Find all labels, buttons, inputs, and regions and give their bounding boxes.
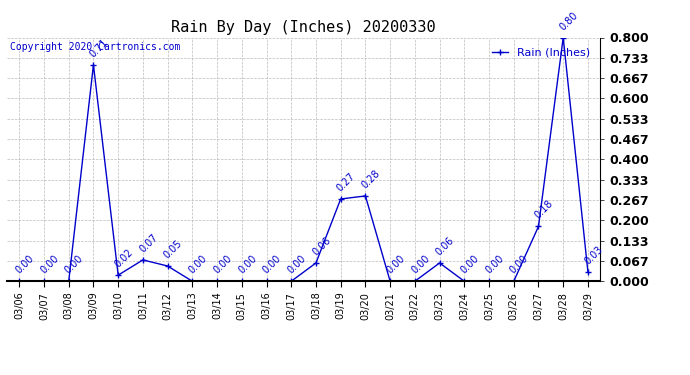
- Title: Rain By Day (Inches) 20200330: Rain By Day (Inches) 20200330: [171, 20, 436, 35]
- Text: 0.00: 0.00: [509, 254, 531, 276]
- Rain (Inches): [559, 35, 567, 40]
- Text: 0.71: 0.71: [88, 37, 110, 59]
- Rain (Inches): [40, 279, 48, 284]
- Rain (Inches): [411, 279, 419, 284]
- Text: 0.00: 0.00: [409, 254, 431, 276]
- Text: 0.06: 0.06: [434, 235, 456, 257]
- Text: 0.07: 0.07: [137, 232, 159, 254]
- Text: 0.05: 0.05: [162, 238, 184, 261]
- Text: 0.02: 0.02: [112, 248, 135, 270]
- Text: 0.00: 0.00: [384, 254, 407, 276]
- Rain (Inches): [435, 261, 444, 265]
- Rain (Inches): [534, 224, 542, 229]
- Text: 0.00: 0.00: [286, 254, 308, 276]
- Text: 0.18: 0.18: [533, 199, 555, 221]
- Rain (Inches): [237, 279, 246, 284]
- Rain (Inches): [164, 264, 172, 268]
- Rain (Inches): [510, 279, 518, 284]
- Text: Copyright 2020 Cartronics.com: Copyright 2020 Cartronics.com: [10, 42, 180, 52]
- Rain (Inches): [89, 63, 97, 67]
- Rain (Inches): [584, 270, 592, 274]
- Text: 0.00: 0.00: [236, 254, 259, 276]
- Rain (Inches): [65, 279, 73, 284]
- Rain (Inches): [460, 279, 469, 284]
- Text: 0.00: 0.00: [14, 254, 36, 276]
- Text: 0.06: 0.06: [310, 235, 333, 257]
- Text: 0.00: 0.00: [63, 254, 86, 276]
- Text: 0.00: 0.00: [187, 254, 209, 276]
- Text: 0.27: 0.27: [335, 171, 357, 194]
- Rain (Inches): [262, 279, 270, 284]
- Text: 0.80: 0.80: [558, 10, 580, 32]
- Rain (Inches): [362, 194, 370, 198]
- Legend: Rain (Inches): Rain (Inches): [487, 43, 595, 62]
- Rain (Inches): [188, 279, 197, 284]
- Rain (Inches): [485, 279, 493, 284]
- Text: 0.00: 0.00: [39, 254, 61, 276]
- Text: 0.00: 0.00: [261, 254, 283, 276]
- Text: 0.28: 0.28: [360, 168, 382, 190]
- Rain (Inches): [139, 258, 147, 262]
- Rain (Inches): [114, 273, 122, 278]
- Rain (Inches): [312, 261, 320, 265]
- Line: Rain (Inches): Rain (Inches): [17, 35, 591, 284]
- Rain (Inches): [287, 279, 295, 284]
- Rain (Inches): [15, 279, 23, 284]
- Text: 0.00: 0.00: [212, 254, 234, 276]
- Rain (Inches): [337, 197, 345, 201]
- Rain (Inches): [213, 279, 221, 284]
- Text: 0.00: 0.00: [484, 254, 506, 276]
- Text: 0.03: 0.03: [582, 244, 604, 267]
- Rain (Inches): [386, 279, 394, 284]
- Text: 0.00: 0.00: [459, 254, 481, 276]
